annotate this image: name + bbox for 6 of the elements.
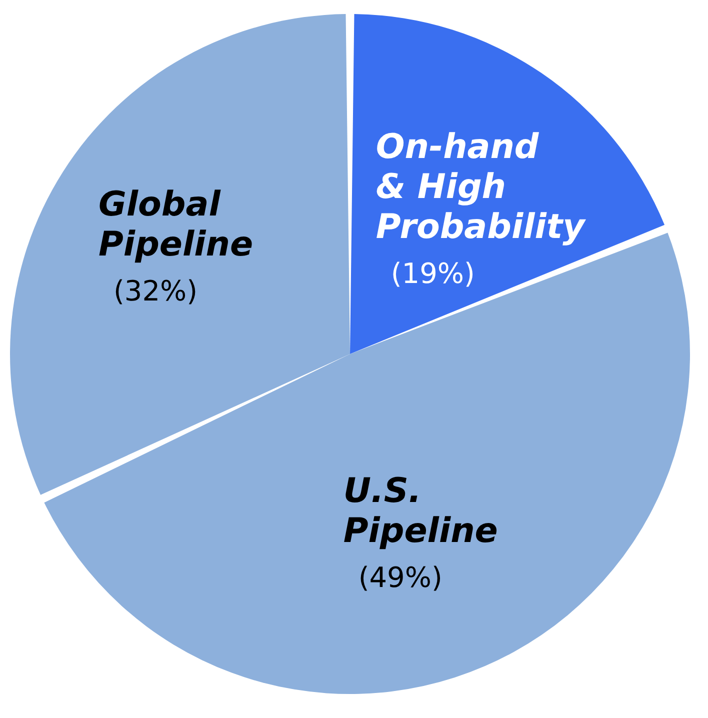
data-label: (32%) — [114, 274, 198, 308]
slice-label: On-hand & High Probability — [376, 126, 587, 247]
data-label: (49%) — [358, 560, 442, 594]
data-label: (19%) — [390, 256, 475, 290]
slice-label: Global Pipeline — [98, 184, 254, 264]
slice-label: U.S. Pipeline — [343, 470, 498, 551]
